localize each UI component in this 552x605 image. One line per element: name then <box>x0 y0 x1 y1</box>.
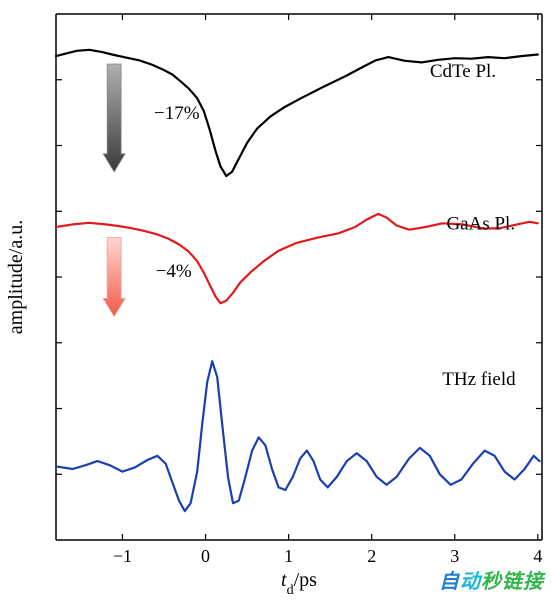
plot-container: −1 0 1 2 3 4 −17% −4% CdTe Pl. GaAs Pl. THz f… <box>0 0 552 600</box>
svg-text:3: 3 <box>450 546 459 566</box>
svg-text:4: 4 <box>533 546 542 566</box>
arrow-cdte <box>103 64 125 172</box>
svg-text:2: 2 <box>367 546 376 566</box>
chart-svg: −1 0 1 2 3 4 −17% −4% CdTe Pl. GaAs Pl. THz f… <box>0 0 552 600</box>
label-gaas: GaAs Pl. <box>446 214 515 235</box>
label-thz: THz field <box>442 369 516 390</box>
svg-text:0: 0 <box>201 546 210 566</box>
svg-text:−1: −1 <box>113 546 132 566</box>
axes-frame: −1 0 1 2 3 4 <box>56 14 542 566</box>
watermark: 自动秒链接 <box>439 565 544 594</box>
y-axis-label: amplitude/a.u. <box>5 220 27 334</box>
label-cdte: CdTe Pl. <box>430 61 496 82</box>
label-cdte-pct: −17% <box>154 103 200 124</box>
x-axis-label: td/ps <box>281 569 317 598</box>
arrow-gaas <box>103 238 125 317</box>
svg-text:1: 1 <box>284 546 293 566</box>
label-gaas-pct: −4% <box>156 261 192 282</box>
